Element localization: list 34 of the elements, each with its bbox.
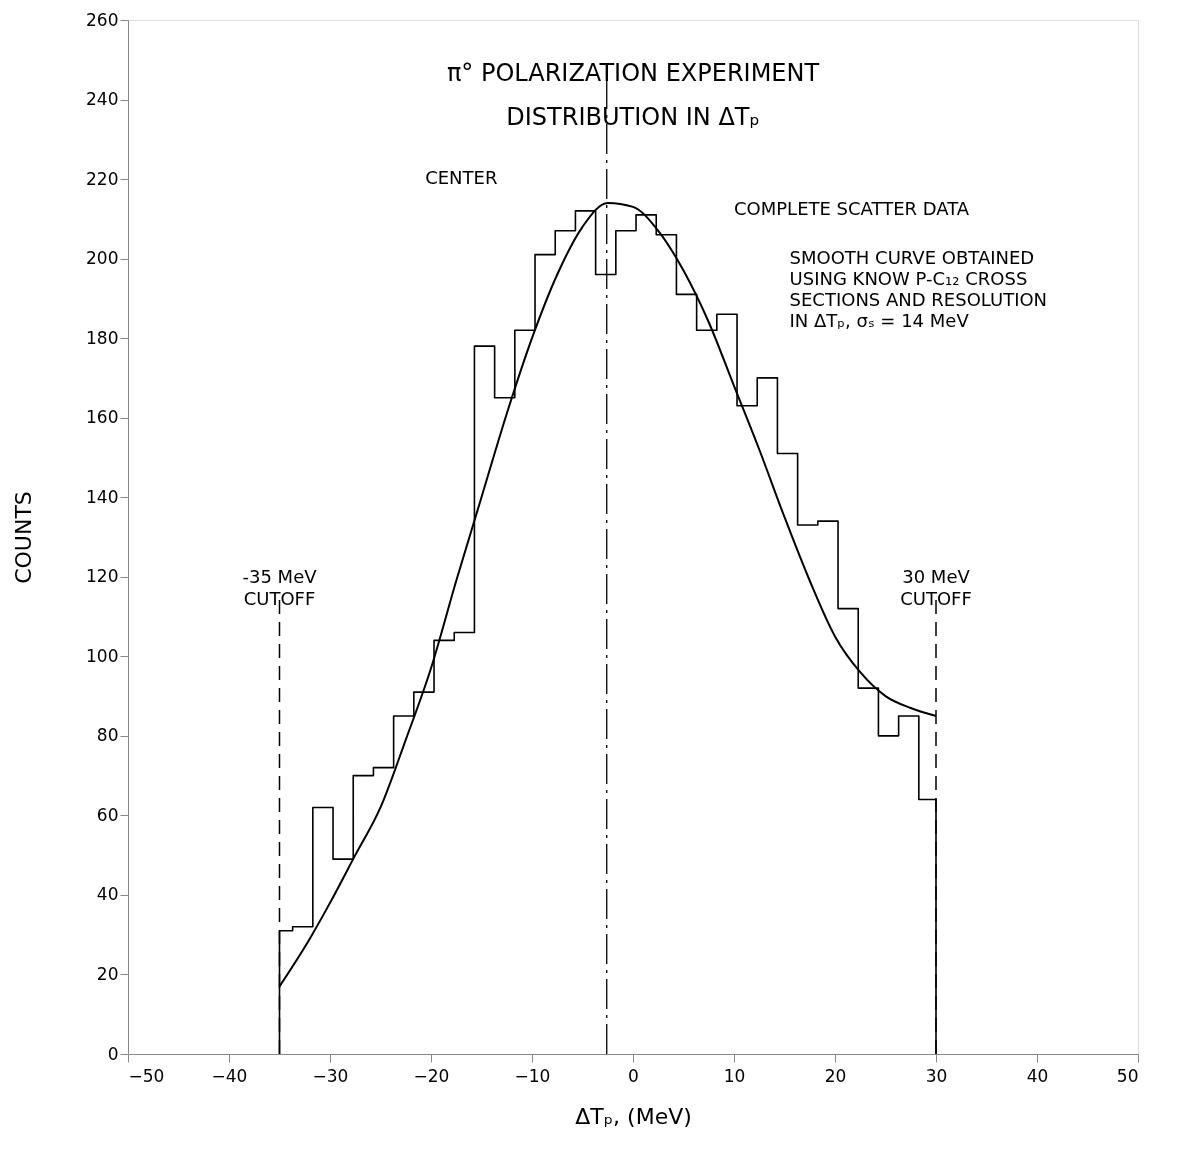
ref-line-label: -35 MeV CUTOFF [242,566,318,610]
x-tick-label: 50 [1116,1065,1139,1086]
y-tick-label: 180 [86,327,119,348]
x-tick-label: 0 [628,1065,639,1086]
y-tick-label: 120 [86,566,119,587]
x-tick-label: −20 [413,1065,450,1086]
y-tick-label: 260 [86,9,119,30]
y-tick-label: 200 [86,248,119,269]
y-tick-label: 0 [107,1043,119,1064]
y-tick-label: 100 [86,645,119,666]
x-tick-label: 20 [824,1065,847,1086]
y-axis-title: COUNTS [11,491,37,584]
x-tick-label: −10 [514,1065,551,1086]
x-tick-label: 40 [1026,1065,1049,1086]
x-tick-label: 30 [925,1065,948,1086]
y-tick-label: 160 [86,407,119,428]
y-tick-label: 60 [96,804,119,825]
text: DISTRIBUTION IN ΔTₚ [506,103,760,131]
y-tick-label: 40 [96,884,119,905]
ref-line-label: 30 MeV CUTOFF [900,566,972,610]
y-tick-label: 140 [86,486,119,507]
y-tick-label: 20 [96,963,119,984]
y-tick-label: 80 [96,725,119,746]
text: π° POLARIZATION EXPERIMENT [446,59,820,87]
x-tick-label: −50 [128,1065,165,1086]
x-tick-label: 10 [723,1065,746,1086]
y-tick-label: 240 [86,89,119,110]
y-tick-label: 220 [86,168,119,189]
annotation: COMPLETE SCATTER DATA [734,197,970,219]
x-axis-title: ΔTₚ, (MeV) [575,1103,692,1129]
annotation: SMOOTH CURVE OBTAINED USING KNOW P-C₁₂ CROSS SECTIONS AND RESOLUTION IN ΔTₚ, σₛ = 14 MeV [789,246,1048,331]
x-tick-label: −40 [211,1065,248,1086]
annotation: CENTER [425,166,498,188]
x-tick-label: −30 [312,1065,349,1086]
